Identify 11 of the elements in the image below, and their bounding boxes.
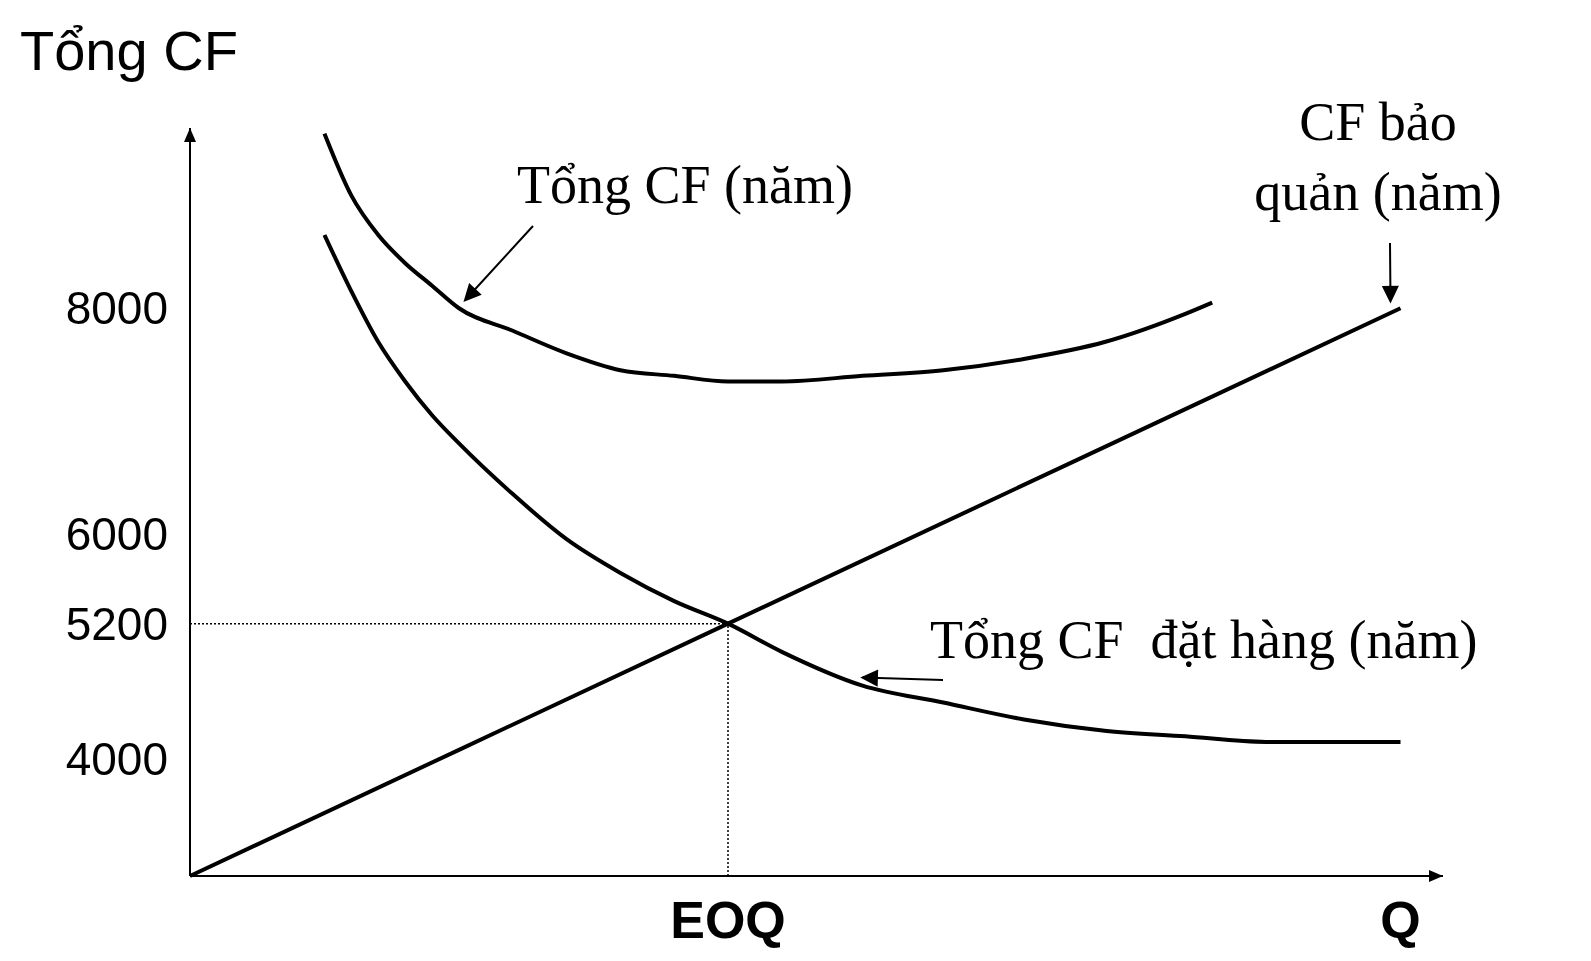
y-tick-label: 6000 bbox=[65, 507, 168, 560]
y-axis-title: Tổng CF bbox=[20, 19, 238, 82]
x-tick-label: EOQ bbox=[670, 891, 786, 949]
x-tick-label: Q bbox=[1380, 891, 1421, 949]
text: CF bảo quản (năm) bbox=[1254, 92, 1502, 222]
y-tick-label: 8000 bbox=[65, 282, 168, 335]
y-tick-label: 5200 bbox=[65, 597, 168, 650]
text: Tổng CF (năm) bbox=[517, 155, 853, 215]
y-tick-label: 4000 bbox=[65, 732, 168, 785]
line-series bbox=[322, 131, 1215, 384]
series-label: Tổng CF đặt hàng (năm) bbox=[930, 610, 1478, 670]
